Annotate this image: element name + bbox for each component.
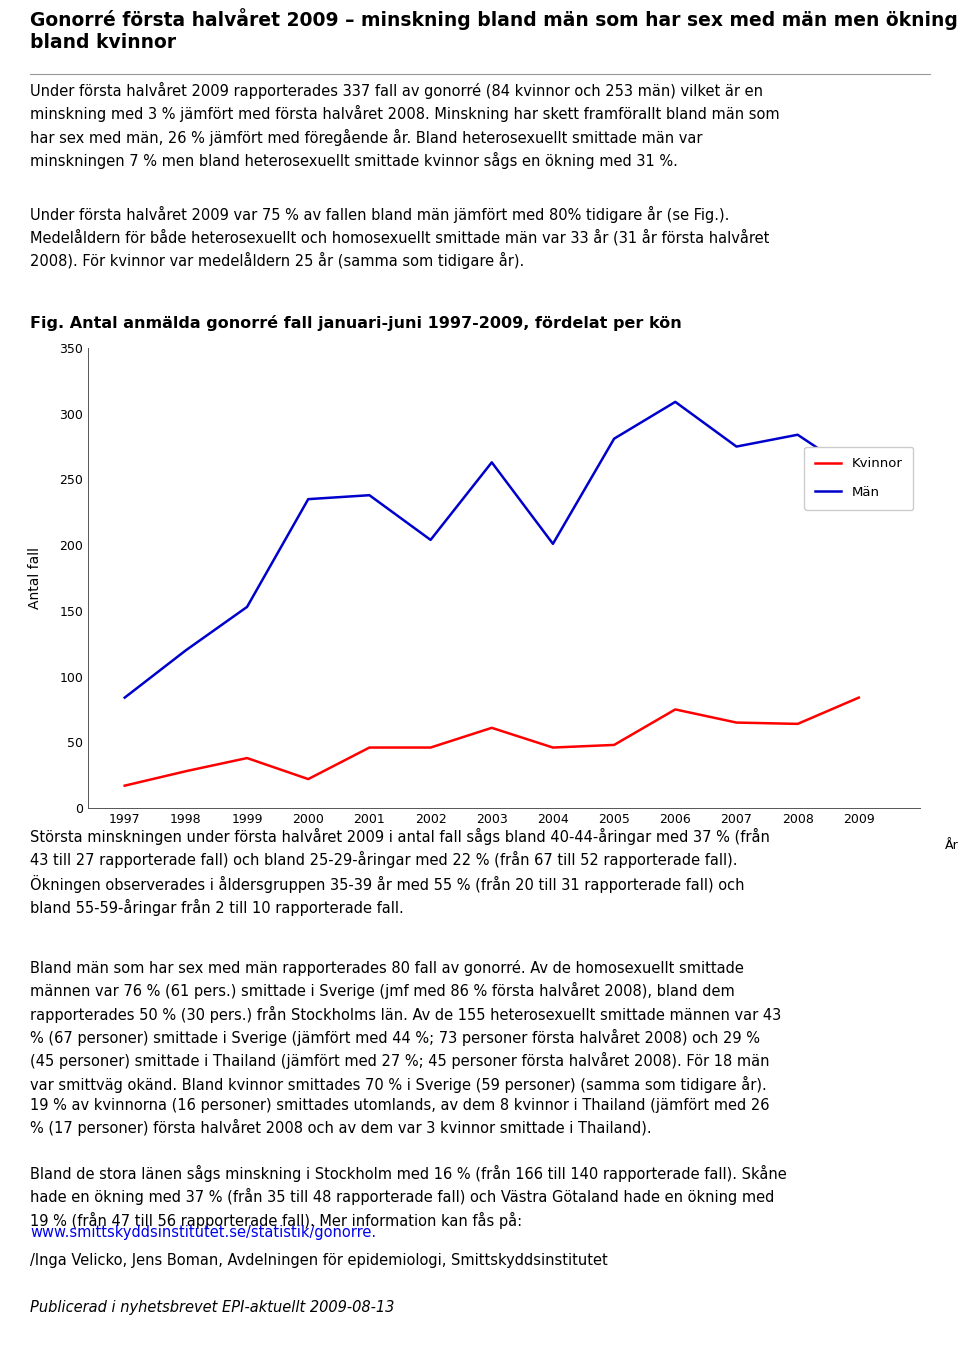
- Text: Bland män som har sex med män rapporterades 80 fall av gonorré. Av de homosexuel: Bland män som har sex med män rapportera…: [30, 960, 781, 1137]
- Legend: Kvinnor, Män: Kvinnor, Män: [804, 446, 913, 509]
- Text: /Inga Velicko, Jens Boman, Avdelningen för epidemiologi, Smittskyddsinstitutet: /Inga Velicko, Jens Boman, Avdelningen f…: [30, 1253, 608, 1268]
- Text: Under första halvåret 2009 var 75 % av fallen bland män jämfört med 80% tidigare: Under första halvåret 2009 var 75 % av f…: [30, 207, 769, 269]
- Text: Under första halvåret 2009 rapporterades 337 fall av gonorré (84 kvinnor och 253: Under första halvåret 2009 rapporterades…: [30, 82, 780, 170]
- Text: Bland de stora länen sågs minskning i Stockholm med 16 % (från 166 till 140 rapp: Bland de stora länen sågs minskning i St…: [30, 1166, 787, 1228]
- Text: Publicerad i nyhetsbrevet EPI-aktuellt 2009-08-13: Publicerad i nyhetsbrevet EPI-aktuellt 2…: [30, 1300, 395, 1315]
- Text: År: År: [946, 839, 959, 851]
- Text: Fig. Antal anmälda gonorré fall januari-juni 1997-2009, fördelat per kön: Fig. Antal anmälda gonorré fall januari-…: [30, 315, 682, 331]
- Text: www.smittskyddsinstitutet.se/statistik/gonorre.: www.smittskyddsinstitutet.se/statistik/g…: [30, 1224, 376, 1239]
- Y-axis label: Antal fall: Antal fall: [28, 547, 42, 609]
- Text: Största minskningen under första halvåret 2009 i antal fall sågs bland 40-44-åri: Största minskningen under första halvåre…: [30, 828, 770, 917]
- Text: Gonorré första halvåret 2009 – minskning bland män som har sex med män men öknin: Gonorré första halvåret 2009 – minskning…: [30, 8, 958, 52]
